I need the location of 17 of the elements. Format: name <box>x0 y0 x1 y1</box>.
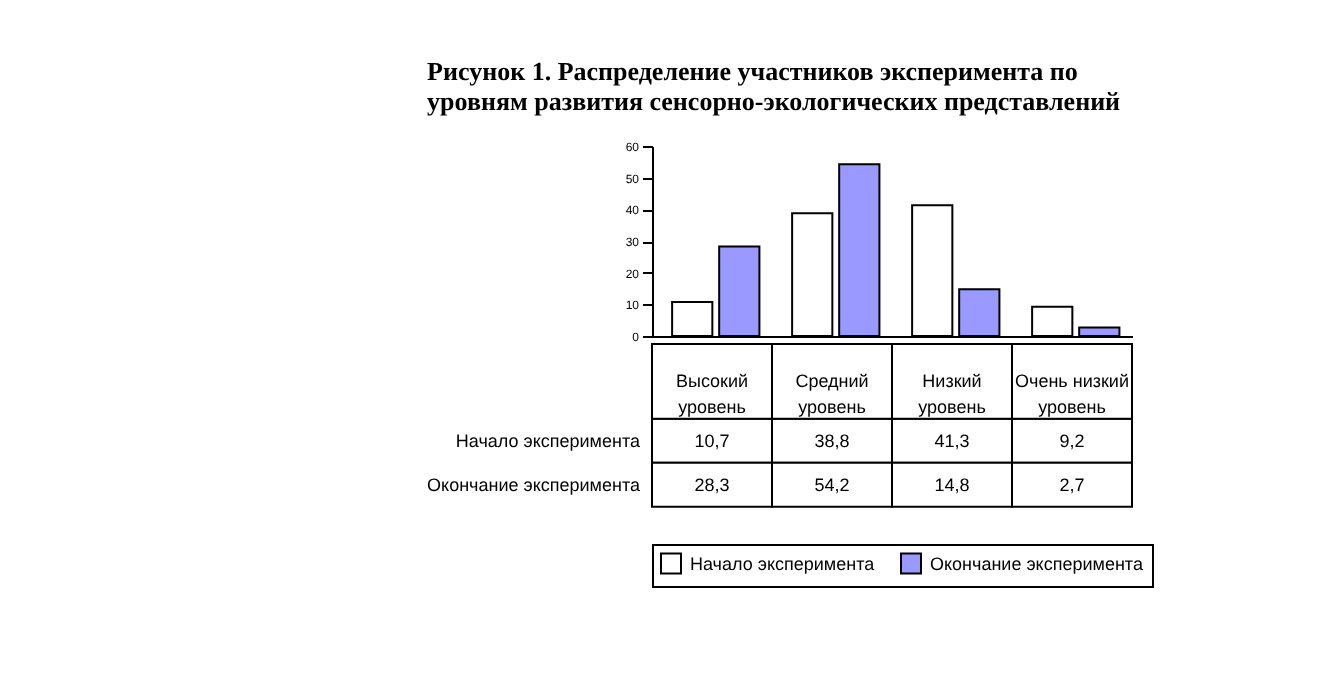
data-label: 9,2 <box>1059 430 1085 451</box>
legend-label: Начало эксперимента <box>690 553 875 574</box>
data-label: 54,2 <box>814 474 850 495</box>
data-label: 14,8 <box>934 474 970 495</box>
data-label: 41,3 <box>934 430 970 451</box>
data-label: 28,3 <box>694 474 730 495</box>
x-tick-label: Низкий уровень <box>918 371 987 418</box>
text: Начало эксперимента <box>455 430 640 451</box>
x-tick-label: Средний уровень <box>795 371 869 418</box>
x-tick-label: Высокий уровень <box>675 371 749 418</box>
chart-title: Рисунок 1. Распределение участников эксперимента по уровням развития сенсорно-экологических представлений <box>427 56 1122 116</box>
data-label: 10,7 <box>694 430 730 451</box>
text: Окончание эксперимента <box>427 474 640 495</box>
x-tick-label: Очень низкий уровень <box>1015 371 1129 418</box>
data-label: 2,7 <box>1059 474 1085 495</box>
legend-label: Окончание эксперимента <box>930 553 1143 574</box>
data-label: 38,8 <box>814 430 850 451</box>
